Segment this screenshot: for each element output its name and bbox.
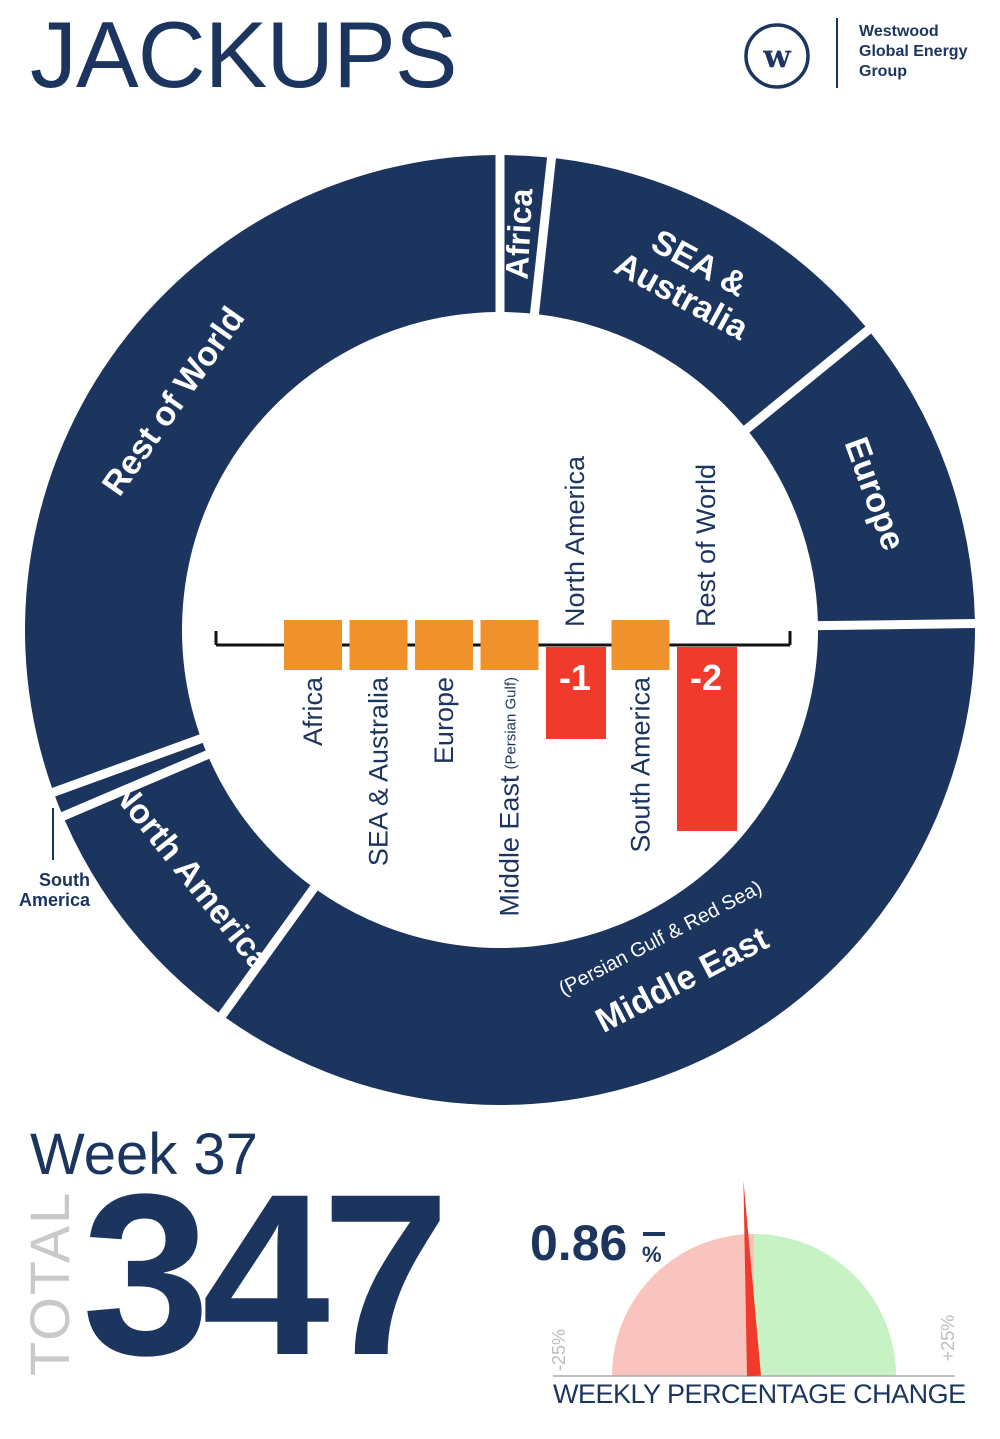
callout-line-1: South (39, 870, 90, 890)
south-america-callout: South America (6, 870, 90, 910)
bar-rest-of-world (677, 647, 737, 831)
bar-north-america (546, 647, 606, 739)
donut-slice-africa (504, 155, 548, 314)
donut-slice-south-america (55, 742, 206, 813)
gauge-title: WEEKLY PERCENTAGE CHANGE (553, 1379, 966, 1409)
donut-slice-sea-australia (538, 158, 866, 426)
logo-line-3: Group (859, 63, 907, 80)
week-label: Week 37 (30, 1122, 258, 1187)
weekly-change-bars: Africa SEA & Australia Europe Middle East(P… (214, 455, 792, 917)
bar-europe (415, 620, 473, 670)
percent-sign: % (642, 1242, 662, 1267)
logo-line-1: Westwood (859, 23, 939, 40)
bar-sea-australia (349, 620, 408, 670)
bar-label-rest-of-world: Rest of World (691, 464, 721, 627)
callout-line-2: America (18, 890, 90, 910)
gauge-negative-zone (612, 1234, 754, 1376)
logo-divider (836, 18, 838, 88)
bar-label-europe: Europe (429, 677, 459, 764)
westwood-logo-mark-icon: w (744, 23, 810, 89)
total-label: TOTAL (18, 1190, 81, 1376)
gauge-needle (743, 1180, 761, 1377)
bar-label-south-america: South America (626, 676, 656, 853)
bar-value-north-america: -1 (559, 657, 591, 698)
gauge-min-label: -25% (549, 1329, 569, 1371)
bar-label-africa: Africa (298, 676, 328, 746)
logo-text: Westwood Global Energy Group (859, 22, 967, 82)
gauge-positive-zone (754, 1234, 896, 1376)
gauge-max-label: +25% (938, 1315, 958, 1362)
donut-label-africa: Africa (499, 187, 540, 280)
bar-africa (284, 620, 342, 670)
bar-label-sea-australia: SEA & Australia (364, 676, 394, 866)
logo-line-2: Global Energy (859, 43, 968, 60)
donut-slice-north-america (64, 758, 311, 1013)
percent-change-value: 0.86 (530, 1215, 628, 1271)
bar-middle-east (480, 620, 539, 670)
donut-slice-europe (749, 333, 975, 622)
page-title: JACKUPS (30, 2, 458, 107)
donut-slice-middle-east (225, 628, 975, 1105)
bar-label-north-america: North America (560, 455, 590, 627)
bar-value-rest-of-world: -2 (690, 657, 722, 698)
total-value: 347 (82, 1146, 450, 1403)
westwood-logo: w Westwood Global Energy Group (743, 18, 993, 98)
bar-south-america (611, 620, 670, 670)
weekly-change-gauge: -25% +25% (549, 1180, 958, 1377)
logo-mark-letter: w (762, 37, 792, 75)
negative-direction-marker (643, 1232, 665, 1236)
donut-slice-rest-of-world (24, 155, 496, 788)
bar-label-middle-east: Middle East(Persian Gulf) (495, 677, 525, 917)
